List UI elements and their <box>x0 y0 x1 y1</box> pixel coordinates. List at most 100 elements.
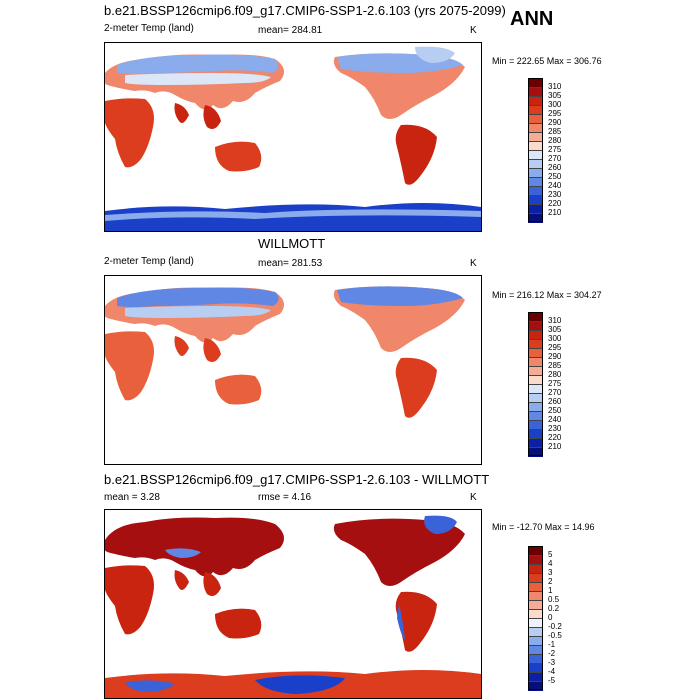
panel3-rmse-label: rmse = 4.16 <box>258 492 312 503</box>
colorbar-swatch <box>528 375 543 385</box>
eurasia-north <box>117 54 279 74</box>
colorbar-tick-label: 260 <box>548 163 562 172</box>
colorbar-tick-label: -5 <box>548 676 556 685</box>
colorbar-swatch <box>528 177 543 187</box>
colorbar-swatch <box>528 159 543 169</box>
colorbar-tick-label: 275 <box>548 145 562 154</box>
colorbar-swatch <box>528 411 543 421</box>
colorbar-tick-label: 230 <box>548 424 562 433</box>
panel1-minmax-label: Min = 222.65 Max = 306.76 <box>492 56 602 66</box>
eurasia <box>105 517 284 577</box>
india <box>174 336 189 356</box>
colorbar-tick-label: 300 <box>548 100 562 109</box>
australia <box>215 608 262 639</box>
colorbar-swatch <box>528 438 543 448</box>
colorbar-tick-label: -4 <box>548 667 556 676</box>
eurasia-highland-cool <box>165 548 201 558</box>
colorbar-swatch <box>528 384 543 394</box>
colorbar-swatch <box>528 564 543 574</box>
colorbar-swatch <box>528 420 543 430</box>
panel1-map <box>104 42 482 232</box>
colorbar-tick-label: 1 <box>548 586 553 595</box>
colorbar-swatch <box>528 330 543 340</box>
colorbar-tick-label: 210 <box>548 442 562 451</box>
colorbar-tick-label: 3 <box>548 568 553 577</box>
antarctica-cool <box>255 675 345 694</box>
colorbar-swatch <box>528 366 543 376</box>
colorbar-swatch <box>528 105 543 115</box>
greenland <box>415 46 455 63</box>
colorbar-tick-label: 230 <box>548 190 562 199</box>
colorbar-swatch <box>528 195 543 205</box>
colorbar-swatch <box>528 357 543 367</box>
eurasia-middle <box>125 306 271 318</box>
panel1-mean-label: mean= 284.81 <box>258 25 323 36</box>
eurasia-middle <box>125 73 271 85</box>
greenland <box>424 515 457 534</box>
colorbar-tick-label: 0.2 <box>548 604 560 613</box>
panel3-units-label: K <box>470 492 477 503</box>
colorbar-swatch <box>528 429 543 439</box>
africa <box>105 98 154 168</box>
colorbar-tick-label: 4 <box>548 559 553 568</box>
colorbar-tick-label: 2 <box>548 577 553 586</box>
colorbar-swatch <box>528 573 543 583</box>
colorbar-swatch <box>528 150 543 160</box>
colorbar-tick-label: -3 <box>548 658 556 667</box>
colorbar-tick-label: 280 <box>548 370 562 379</box>
panel1-units-label: K <box>470 25 477 36</box>
colorbar-tick-label: 0.5 <box>548 595 560 604</box>
australia <box>215 141 262 172</box>
panel2-minmax-label: Min = 216.12 Max = 304.27 <box>492 290 602 300</box>
colorbar-tick-label: 220 <box>548 433 562 442</box>
panel2-variable-label: 2-meter Temp (land) <box>104 256 194 267</box>
se-asia <box>203 105 221 129</box>
colorbar-tick-label: 310 <box>548 316 562 325</box>
panel2-units-label: K <box>470 258 477 269</box>
panel3-map <box>104 509 482 699</box>
colorbar-tick-label: 295 <box>548 343 562 352</box>
india <box>174 103 189 123</box>
panel2-colorbar-frame <box>528 312 543 456</box>
colorbar-swatch <box>528 114 543 124</box>
season-label: ANN <box>510 8 554 30</box>
colorbar-tick-label: -0.5 <box>548 631 562 640</box>
andes-cool <box>397 604 405 640</box>
colorbar-tick-label: -2 <box>548 649 556 658</box>
colorbar-tick-label: 260 <box>548 397 562 406</box>
colorbar-swatch <box>528 672 543 682</box>
colorbar-tick-label: -0.2 <box>548 622 562 631</box>
panel3-minmax-label: Min = -12.70 Max = 14.96 <box>492 522 595 532</box>
colorbar-swatch <box>528 627 543 637</box>
colorbar-swatch <box>528 96 543 106</box>
south-america <box>395 591 437 652</box>
colorbar-swatch <box>528 600 543 610</box>
colorbar-swatch <box>528 321 543 331</box>
colorbar-swatch <box>528 123 543 133</box>
north-america <box>333 518 465 586</box>
se-asia <box>203 572 221 596</box>
antarctica-edge <box>105 209 481 221</box>
colorbar-tick-label: 290 <box>548 118 562 127</box>
panel1-variable-label: 2-meter Temp (land) <box>104 23 194 34</box>
panel2-map-svg <box>105 286 465 418</box>
australia <box>215 374 262 405</box>
panel2-map <box>104 275 482 465</box>
se-asia <box>203 338 221 362</box>
antarctica-cool-west <box>125 680 175 692</box>
colorbar-swatch <box>528 645 543 655</box>
colorbar-swatch <box>528 204 543 214</box>
colorbar-tick-label: 285 <box>548 361 562 370</box>
panel1-title: b.e21.BSSP126cmip6.f09_g17.CMIP6-SSP1-2.… <box>104 3 506 18</box>
colorbar-tick-label: 240 <box>548 181 562 190</box>
south-america <box>395 357 437 418</box>
colorbar-swatch <box>528 132 543 142</box>
colorbar-tick-label: 305 <box>548 91 562 100</box>
colorbar-swatch <box>528 609 543 619</box>
eurasia-north <box>117 287 279 307</box>
colorbar-swatch <box>528 591 543 601</box>
colorbar-swatch <box>528 87 543 97</box>
colorbar-tick-label: 300 <box>548 334 562 343</box>
colorbar-swatch <box>528 447 543 457</box>
colorbar-swatch <box>528 654 543 664</box>
